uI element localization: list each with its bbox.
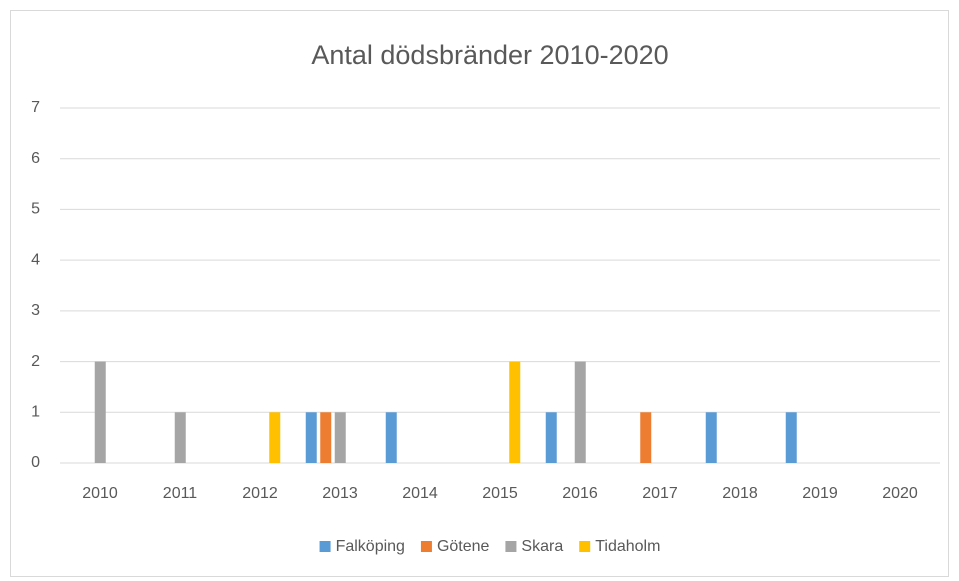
bar <box>545 412 557 463</box>
legend-label: Skara <box>521 538 563 555</box>
chart-border <box>10 10 949 577</box>
chart-title: Antal dödsbränder 2010-2020 <box>311 40 668 70</box>
x-tick-label: 2010 <box>82 485 118 502</box>
x-tick-label: 2011 <box>163 485 198 502</box>
x-tick-label: 2014 <box>402 485 438 502</box>
y-tick-label: 5 <box>31 201 40 218</box>
x-tick-label: 2018 <box>722 485 758 502</box>
x-tick-label: 2013 <box>322 485 358 502</box>
y-tick-label: 4 <box>31 251 40 268</box>
x-tick-label: 2015 <box>482 485 518 502</box>
y-tick-label: 2 <box>31 353 40 370</box>
legend-swatch <box>319 541 331 552</box>
y-tick-label: 1 <box>31 404 40 421</box>
legend-label: Tidaholm <box>595 538 660 555</box>
bar <box>385 412 397 463</box>
bar <box>320 412 332 463</box>
bar <box>174 412 186 463</box>
x-tick-label: 2012 <box>242 485 278 502</box>
bar <box>705 412 717 463</box>
x-tick-label: 2017 <box>642 485 678 502</box>
x-tick-label: 2020 <box>882 485 918 502</box>
bar <box>269 412 281 463</box>
bar <box>334 412 346 463</box>
y-tick-label: 0 <box>31 454 40 471</box>
y-tick-label: 6 <box>31 150 40 167</box>
bar <box>640 412 652 463</box>
bar <box>94 361 106 463</box>
bar <box>305 412 317 463</box>
legend-swatch <box>579 541 591 552</box>
legend-label: Falköping <box>336 538 405 555</box>
bar <box>785 412 797 463</box>
bar <box>509 361 521 463</box>
bar <box>574 361 586 463</box>
x-tick-label: 2016 <box>562 485 598 502</box>
x-tick-label: 2019 <box>802 485 838 502</box>
y-tick-label: 3 <box>31 302 40 319</box>
legend-label: Götene <box>437 538 490 555</box>
legend-swatch <box>505 541 517 552</box>
y-tick-label: 7 <box>31 99 40 116</box>
legend-swatch <box>420 541 432 552</box>
